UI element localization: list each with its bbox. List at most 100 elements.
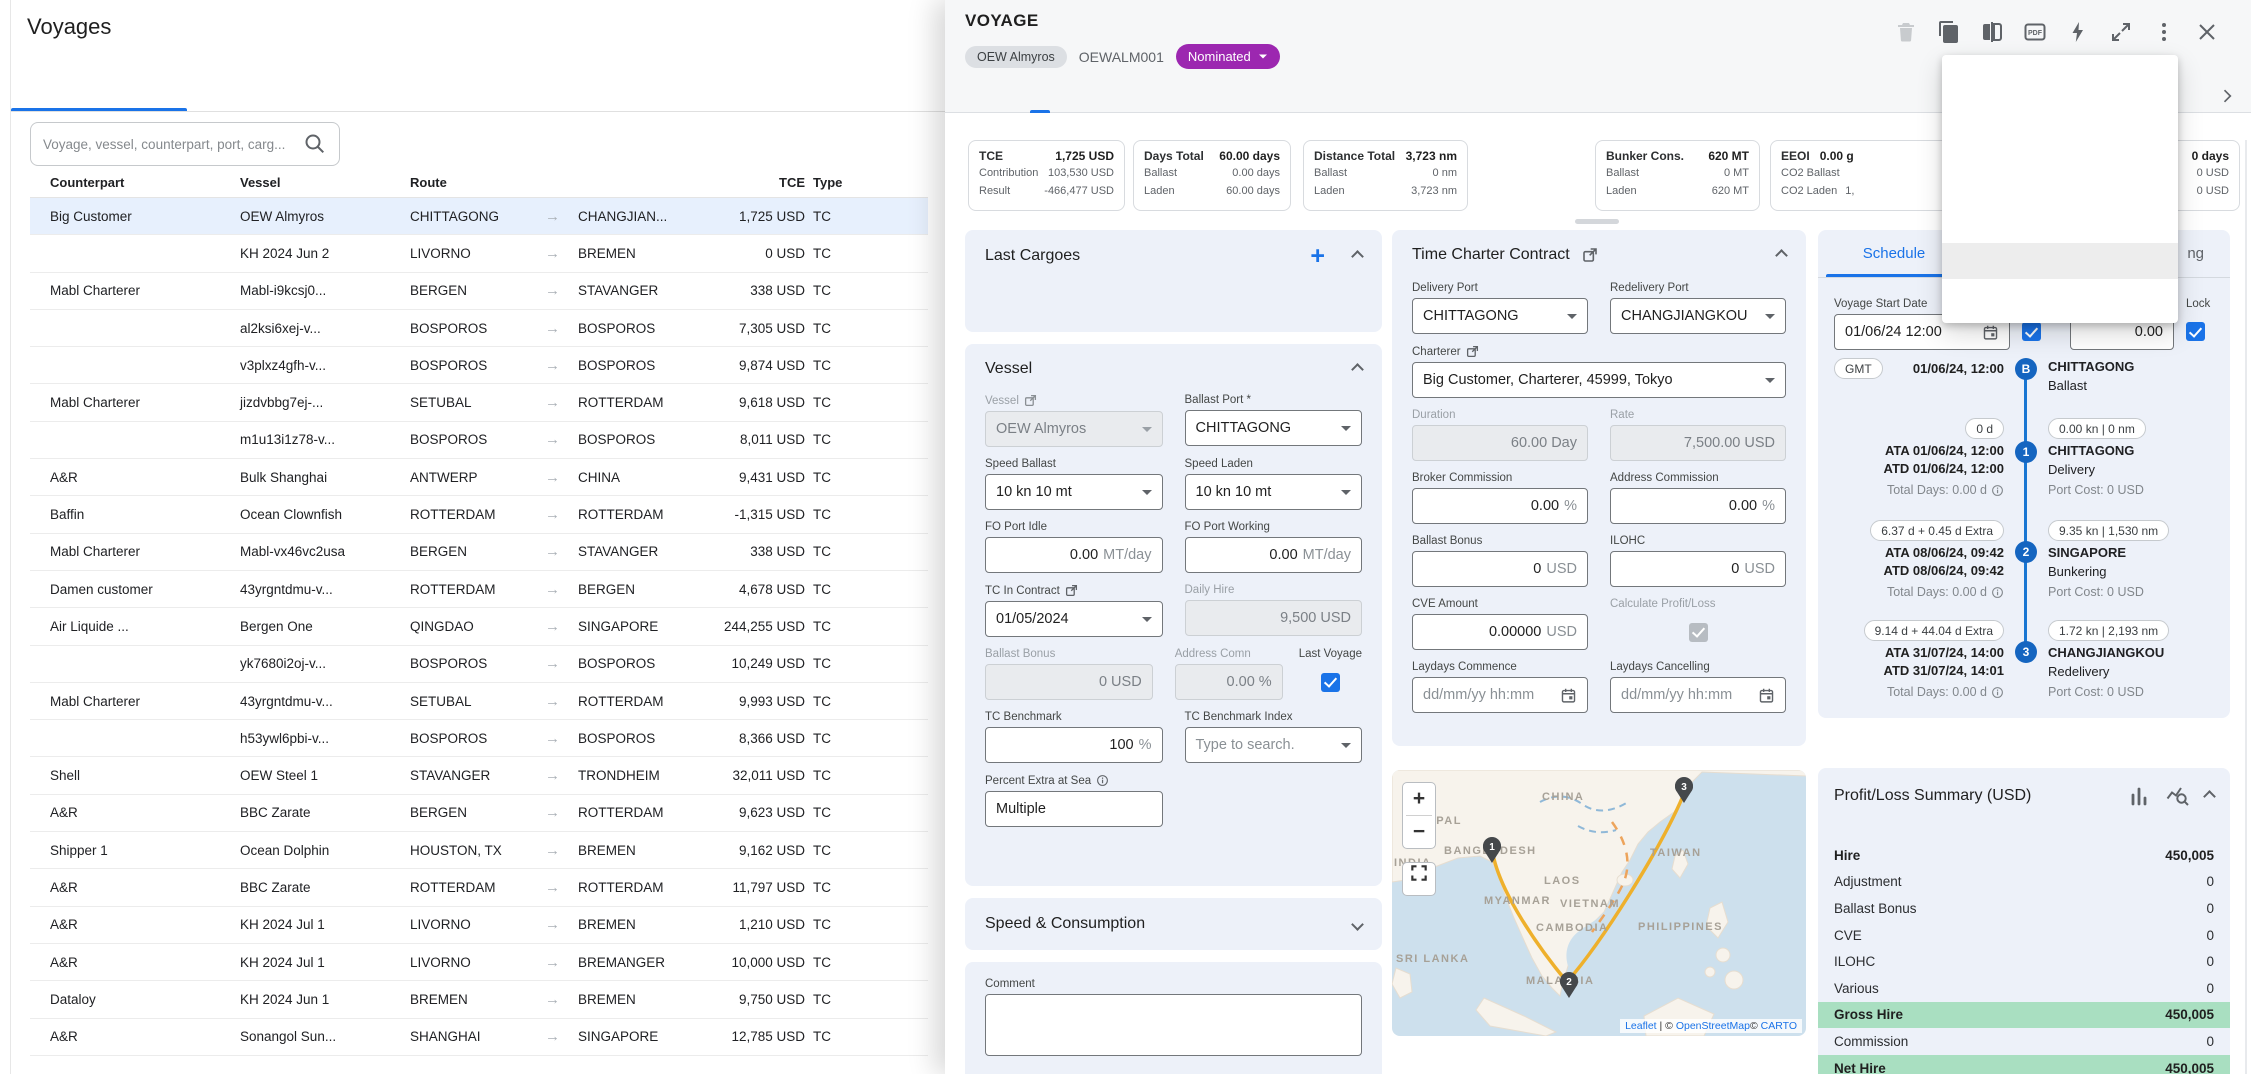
menu-item[interactable] — [1942, 135, 2178, 171]
map-marker-2[interactable]: 2 — [1560, 972, 1578, 998]
table-row[interactable]: Shell OEW Steel 1 STAVANGER → TRONDHEIM … — [30, 757, 928, 795]
table-row[interactable]: v3plxz4gfh-v... BOSPOROS → BOSPOROS 9,87… — [30, 347, 928, 385]
copy-voyage-icon[interactable] — [1937, 20, 1961, 44]
percent-extra-input[interactable]: Multiple — [985, 791, 1163, 827]
broker-commission-input[interactable]: 0.00% — [1412, 488, 1588, 524]
timezone-pill[interactable]: GMT — [1834, 358, 1883, 379]
menu-item[interactable] — [1942, 99, 2178, 135]
table-row[interactable]: A&R BBC Zarate ROTTERDAM → ROTTERDAM 11,… — [30, 869, 928, 907]
tab-next-truncated[interactable]: ng — [2187, 245, 2204, 262]
info-icon[interactable] — [1991, 586, 2004, 599]
table-row[interactable]: Big Customer OEW Almyros CHITTAGONG → CH… — [30, 198, 928, 236]
map-zoom-out-button[interactable]: − — [1412, 820, 1426, 843]
tabs-overflow-icon[interactable] — [2217, 86, 2237, 106]
collapse-tcc-icon[interactable] — [1775, 248, 1788, 262]
voyages-tab[interactable] — [11, 72, 187, 111]
table-row[interactable]: Mabl Charterer Mabl-i9kcsj0... BERGEN → … — [30, 273, 928, 310]
calendar-icon[interactable] — [1560, 687, 1577, 704]
collapse-vessel-icon[interactable] — [1351, 362, 1364, 376]
laydays-cancelling-input[interactable]: dd/mm/yy hh:mm — [1610, 677, 1786, 713]
tcc-ballast-bonus-input[interactable]: 0 USD — [1412, 551, 1588, 587]
drawer-tab[interactable] — [1080, 79, 1160, 113]
map-marker-3[interactable]: 3 — [1675, 777, 1693, 803]
table-row[interactable]: yk7680i2oj-v... BOSPOROS → BOSPOROS 10,2… — [30, 646, 928, 683]
tc-in-contract-select[interactable]: 01/05/2024 — [985, 601, 1163, 637]
address-commission-input[interactable]: 0.00% — [1610, 488, 1786, 524]
collapse-last-cargoes-icon[interactable] — [1351, 249, 1364, 263]
table-row[interactable]: A&R BBC Zarate BERGEN → ROTTERDAM 9,623 … — [30, 795, 928, 833]
table-row[interactable]: A&R Sonangol Sun... SHANGHAI → SINGAPORE… — [30, 1019, 928, 1056]
expand-speed-consumption-icon[interactable] — [1351, 917, 1364, 931]
timeline-node-ballast[interactable]: B — [2015, 358, 2037, 380]
charterer-select[interactable]: Big Customer, Charterer, 45999, Tokyo — [1412, 362, 1786, 398]
laydays-commence-input[interactable]: dd/mm/yy hh:mm — [1412, 677, 1588, 713]
chart-analysis-icon[interactable] — [2165, 784, 2189, 808]
table-row[interactable]: Mabl Charterer Mabl-vx46vc2usa BERGEN → … — [30, 534, 928, 571]
fo-port-idle-input[interactable]: 0.00 MT/day — [985, 537, 1163, 573]
fo-port-working-input[interactable]: 0.00 MT/day — [1184, 537, 1362, 573]
open-vessel-icon[interactable] — [1024, 394, 1037, 407]
calendar-icon[interactable] — [1982, 324, 1999, 341]
add-cargo-button[interactable]: + — [1310, 242, 1325, 270]
voyage-search[interactable] — [30, 122, 340, 166]
open-tc-contract-icon[interactable] — [1065, 584, 1078, 597]
table-row[interactable]: Mabl Charterer jizdvbbg7ej-... SETUBAL →… — [30, 384, 928, 422]
table-row[interactable]: A&R KH 2024 Jul 1 LIVORNO → BREMEN 1,210… — [30, 907, 928, 944]
table-row[interactable]: Shipper 1 Ocean Dolphin HOUSTON, TX → BR… — [30, 832, 928, 870]
drawer-tab[interactable] — [1160, 79, 1240, 113]
vessel-chip[interactable]: OEW Almyros — [965, 45, 1067, 68]
table-row[interactable]: A&R KH 2024 Jul 1 LIVORNO → BREMANGER 10… — [30, 944, 928, 982]
collapse-profit-loss-icon[interactable] — [2203, 789, 2216, 803]
menu-item[interactable] — [1942, 171, 2178, 207]
status-badge[interactable]: Nominated — [1175, 44, 1280, 69]
map-marker-1[interactable]: 1 — [1483, 837, 1501, 863]
table-row[interactable]: Baffin Ocean Clownfish ROTTERDAM → ROTTE… — [30, 496, 928, 534]
table-row[interactable]: Dataloy KH 2024 Jun 1 BREMEN → BREMEN 9,… — [30, 981, 928, 1019]
menu-item[interactable] — [1942, 63, 2178, 99]
open-charterer-icon[interactable] — [1466, 345, 1479, 358]
ballast-port-select[interactable]: CHITTAGONG — [1184, 410, 1362, 446]
cve-amount-input[interactable]: 0.00000 USD — [1412, 614, 1588, 650]
timeline-node-1[interactable]: 1 — [2015, 441, 2037, 463]
table-row[interactable]: al2ksi6xej-v... BOSPOROS → BOSPOROS 7,30… — [30, 310, 928, 348]
table-row[interactable]: h53ywl6pbi-v... BOSPOROS → BOSPOROS 8,36… — [30, 720, 928, 758]
info-icon[interactable] — [1991, 484, 2004, 497]
close-icon[interactable] — [2195, 20, 2219, 44]
compare-documents-icon[interactable] — [1980, 20, 2004, 44]
drawer-tab[interactable] — [1000, 79, 1080, 113]
table-row[interactable]: Mabl Charterer 43yrgntdmu-v... SETUBAL →… — [30, 683, 928, 721]
more-options-icon[interactable] — [2152, 20, 2176, 44]
drawer-tab[interactable] — [1320, 79, 1400, 113]
tab-schedule[interactable]: Schedule — [1818, 230, 1970, 277]
speed-consumption-card[interactable]: Speed & Consumption — [965, 898, 1382, 950]
menu-item[interactable] — [1942, 243, 2178, 279]
table-row[interactable]: Air Liquide ... Bergen One QINGDAO → SIN… — [30, 608, 928, 646]
voyages-tab[interactable] — [363, 72, 539, 111]
table-row[interactable]: A&R Bulk Shanghai ANTWERP → CHINA 9,431 … — [30, 459, 928, 497]
expand-icon[interactable] — [2109, 20, 2133, 44]
search-input[interactable] — [43, 136, 303, 152]
scrollbar-track[interactable] — [2245, 140, 2247, 1074]
pdf-report-icon[interactable]: PDF — [2023, 20, 2047, 44]
open-contract-icon[interactable] — [1582, 247, 1598, 263]
speed-laden-select[interactable]: 10 kn 10 mt — [1184, 474, 1362, 510]
map-zoom-in-button[interactable]: + — [1412, 787, 1426, 810]
drawer-tab[interactable] — [1240, 79, 1320, 113]
voyages-tab[interactable] — [187, 72, 363, 111]
table-row[interactable]: KH 2024 Jun 2 LIVORNO → BREMEN 0 USD TC — [30, 235, 928, 273]
delivery-port-select[interactable]: CHITTAGONG — [1412, 298, 1588, 334]
voyage-start-checkbox[interactable] — [2022, 322, 2041, 341]
panel-drag-handle[interactable] — [1575, 219, 1619, 224]
bar-chart-icon[interactable] — [2127, 784, 2151, 808]
tc-benchmark-index-select[interactable]: Type to search. — [1184, 727, 1362, 763]
menu-item[interactable] — [1942, 279, 2178, 315]
speed-ballast-select[interactable]: 10 kn 10 mt — [985, 474, 1163, 510]
comment-input[interactable] — [985, 994, 1362, 1056]
delete-icon[interactable] — [1894, 20, 1918, 44]
menu-item[interactable] — [1942, 207, 2178, 243]
map-fullscreen-button[interactable] — [1409, 863, 1429, 883]
ilohc-input[interactable]: 0 USD — [1610, 551, 1786, 587]
timeline-node-3[interactable]: 3 — [2015, 641, 2037, 663]
tc-benchmark-input[interactable]: 100% — [985, 727, 1163, 763]
table-row[interactable]: m1u13i1z78-v... BOSPOROS → BOSPOROS 8,01… — [30, 422, 928, 460]
